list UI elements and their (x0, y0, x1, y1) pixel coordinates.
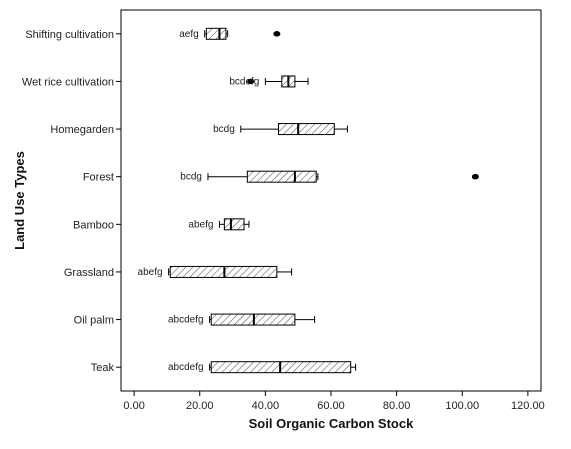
boxes: aefg bcdefg bcdg bcdg abefg abefg abcdefg abcde… (138, 27, 479, 374)
group-label-bamboo: abefg (188, 219, 213, 230)
group-label-wet-rice-cultivation: bcdefg (229, 76, 259, 87)
category-label-forest: Forest (83, 172, 114, 184)
x-tick-label-4: 80.00 (383, 400, 411, 412)
box-wet-rice-cultivation: bcdefg (229, 75, 309, 88)
box-bamboo: abefg (188, 218, 250, 231)
category-label-shifting-cultivation: Shifting cultivation (25, 29, 114, 41)
category-label-wet-rice-cultivation: Wet rice cultivation (22, 76, 114, 88)
group-label-oil-palm: abcdefg (168, 315, 204, 326)
category-label-teak: Teak (91, 362, 115, 374)
box-homegarden: bcdg (213, 123, 348, 136)
x-tick-label-0: 0.00 (123, 400, 144, 412)
outlier-wet-rice-cultivation-0 (247, 78, 255, 85)
x-tick-label-3: 60.00 (317, 400, 345, 412)
iqr-box-bamboo (223, 218, 245, 231)
box-grassland: abefg (138, 265, 293, 278)
group-label-shifting-cultivation: aefg (179, 29, 198, 40)
category-labels: Shifting cultivation Wet rice cultivation… (22, 29, 121, 374)
group-label-forest: bcdg (180, 172, 202, 183)
iqr-box-shifting-cultivation (205, 27, 227, 40)
x-axis-title: Soil Organic Carbon Stock (249, 416, 414, 431)
box-oil-palm: abcdefg (168, 313, 316, 326)
box-teak: abcdefg (168, 361, 357, 374)
group-label-homegarden: bcdg (213, 124, 235, 135)
category-label-bamboo: Bamboo (73, 219, 114, 231)
x-tick-label-2: 40.00 (252, 400, 280, 412)
outlier-forest-0 (471, 173, 479, 180)
category-label-oil-palm: Oil palm (74, 315, 114, 327)
group-label-grassland: abefg (138, 267, 163, 278)
category-label-grassland: Grassland (64, 267, 114, 279)
iqr-box-homegarden (278, 123, 335, 136)
outlier-shifting-cultivation-0 (273, 31, 281, 37)
x-axis-ticks: 0.00 20.00 40.00 60.00 80.00 100.00 120.00 (123, 391, 545, 412)
x-tick-label-6: 120.00 (511, 400, 545, 412)
category-label-homegarden: Homegarden (50, 124, 114, 136)
box-forest: bcdg (180, 170, 479, 183)
x-tick-label-5: 100.00 (445, 400, 479, 412)
iqr-box-forest (246, 170, 317, 183)
plot-frame (120, 9, 542, 392)
x-tick-label-1: 20.00 (186, 400, 214, 412)
group-label-teak: abcdefg (168, 362, 204, 373)
y-axis-title: Land Use Types (12, 151, 27, 250)
box-shifting-cultivation: aefg (179, 27, 281, 40)
